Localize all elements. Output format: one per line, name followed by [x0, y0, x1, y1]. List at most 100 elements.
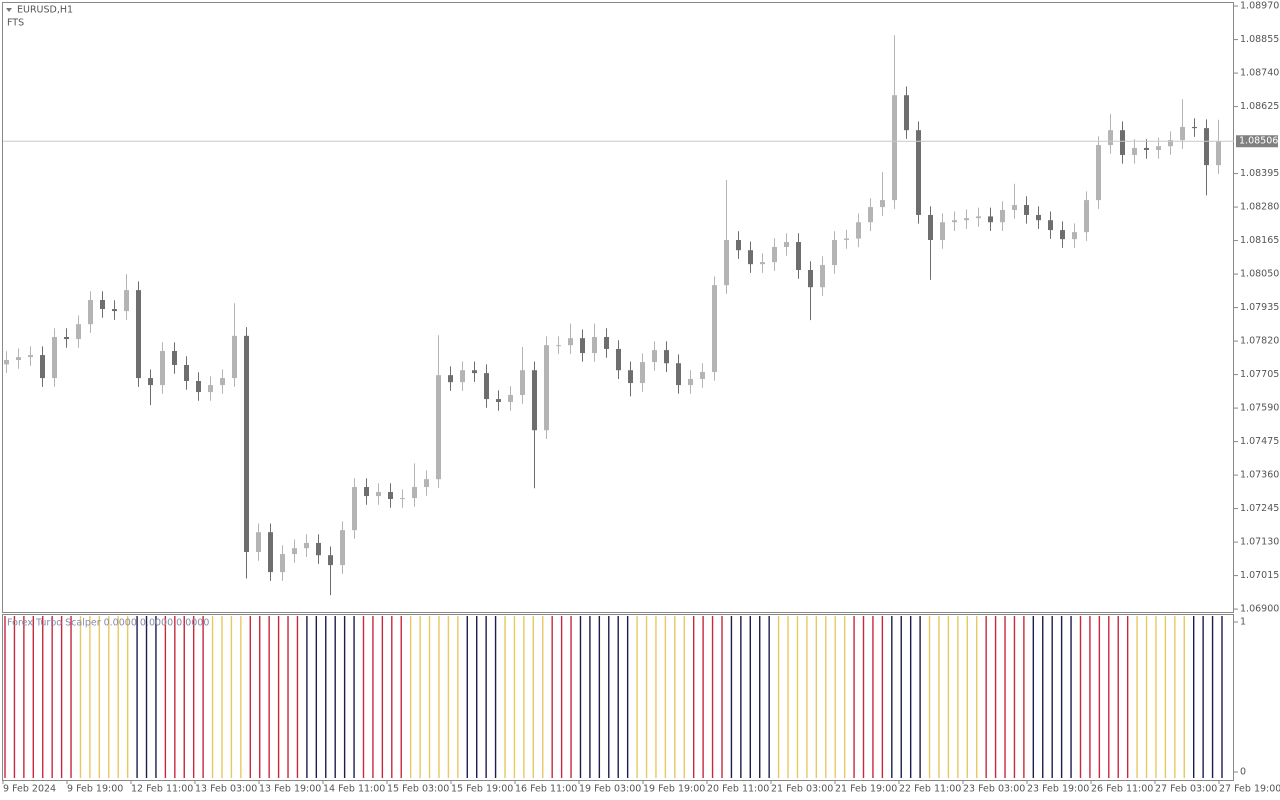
candle-body: [580, 338, 585, 354]
y-tick-label: 1.07475: [1240, 436, 1279, 447]
x-tick-label: 9 Feb 19:00: [67, 784, 123, 795]
candle-body: [844, 238, 849, 240]
x-tick-label: 16 Feb 11:00: [515, 784, 577, 795]
candle-body: [808, 270, 813, 288]
candle-body: [1000, 209, 1005, 223]
collapse-icon[interactable]: [6, 8, 12, 12]
candle-body: [184, 364, 189, 381]
candle-body: [1108, 130, 1113, 146]
candle-body: [436, 375, 441, 480]
candle-body: [1012, 205, 1017, 210]
main-frame: [2, 2, 1234, 613]
x-tick-label: 19 Feb 03:00: [579, 784, 641, 795]
x-tick-label: 27 Feb 19:00: [1219, 784, 1280, 795]
candle-body: [208, 385, 213, 393]
candle-body: [676, 363, 681, 386]
indicator-tick-label: 0: [1240, 767, 1246, 778]
y-tick-label: 1.08855: [1240, 34, 1279, 45]
candle-body: [112, 309, 117, 312]
candle-body: [40, 355, 45, 379]
candle-body: [220, 378, 225, 386]
y-tick-label: 1.08740: [1240, 68, 1279, 79]
x-tick-label: 19 Feb 19:00: [643, 784, 705, 795]
y-tick-label: 1.07820: [1240, 336, 1279, 347]
candle-body: [1120, 130, 1125, 155]
candle-body: [1168, 140, 1173, 147]
candle-body: [616, 348, 621, 371]
candle-body: [232, 335, 237, 379]
candle-body: [1048, 220, 1053, 231]
last-price-label: 1.08506: [1239, 136, 1278, 147]
y-tick-label: 1.08970: [1240, 1, 1279, 12]
y-tick-label: 1.07935: [1240, 302, 1279, 313]
y-tick-label: 1.07590: [1240, 403, 1279, 414]
candle-body: [64, 337, 69, 340]
candle-body: [256, 532, 261, 552]
candle-body: [424, 479, 429, 488]
candle-body: [880, 200, 885, 208]
candle-body: [1072, 232, 1077, 240]
candle-body: [316, 542, 321, 556]
candle-body: [748, 250, 753, 265]
candle-body: [952, 220, 957, 223]
x-tick-label: 15 Feb 03:00: [387, 784, 449, 795]
candle-body: [160, 350, 165, 386]
candle-body: [1036, 214, 1041, 221]
candle-body: [508, 394, 513, 402]
candle-body: [976, 216, 981, 219]
x-tick-label: 21 Feb 03:00: [771, 784, 833, 795]
chart-title: EURUSD,H1: [17, 5, 73, 16]
candle-body: [724, 239, 729, 286]
candle-body: [736, 239, 741, 251]
x-tick-label: 13 Feb 03:00: [195, 784, 257, 795]
candle-body: [892, 95, 897, 201]
candle-body: [496, 399, 501, 402]
candle-body: [520, 370, 525, 395]
candle-body: [148, 378, 153, 386]
candle-body: [76, 324, 81, 340]
candle-body: [1144, 147, 1149, 150]
candle-body: [664, 350, 669, 364]
candle-body: [136, 290, 141, 379]
y-tick-label: 1.08165: [1240, 235, 1279, 246]
candle-body: [784, 242, 789, 247]
candle-body: [820, 265, 825, 288]
y-tick-label: 1.08625: [1240, 101, 1279, 112]
candle-body: [1060, 230, 1065, 240]
candle-body: [700, 371, 705, 379]
x-tick-label: 26 Feb 11:00: [1091, 784, 1153, 795]
candle-body: [280, 554, 285, 573]
x-tick-label: 15 Feb 19:00: [451, 784, 513, 795]
candle-body: [4, 360, 9, 365]
candle-body: [16, 357, 21, 361]
candle-body: [1132, 147, 1137, 155]
candle-body: [304, 542, 309, 549]
x-tick-label: 27 Feb 03:00: [1155, 784, 1217, 795]
y-tick-label: 1.07360: [1240, 470, 1279, 481]
candle-body: [400, 498, 405, 500]
candle-body: [916, 130, 921, 215]
candle-body: [388, 491, 393, 499]
candle-body: [1192, 126, 1197, 129]
subtitle: FTS: [7, 18, 24, 29]
y-tick-label: 1.07130: [1240, 537, 1279, 548]
x-tick-label: 21 Feb 19:00: [835, 784, 897, 795]
x-tick-label: 22 Feb 11:00: [899, 784, 961, 795]
candle-body: [964, 218, 969, 221]
candle-body: [376, 491, 381, 497]
candle-body: [1180, 126, 1185, 141]
x-tick-label: 9 Feb 2024: [3, 784, 56, 795]
x-tick-label: 20 Feb 11:00: [707, 784, 769, 795]
x-tick-label: 23 Feb 19:00: [1027, 784, 1089, 795]
y-tick-label: 1.08050: [1240, 269, 1279, 280]
candle-body: [364, 487, 369, 497]
candle-body: [904, 95, 909, 131]
candle-body: [928, 214, 933, 240]
candle-body: [484, 373, 489, 400]
candle-body: [832, 239, 837, 266]
candle-body: [448, 375, 453, 383]
candle-body: [772, 246, 777, 263]
candle-body: [532, 370, 537, 431]
